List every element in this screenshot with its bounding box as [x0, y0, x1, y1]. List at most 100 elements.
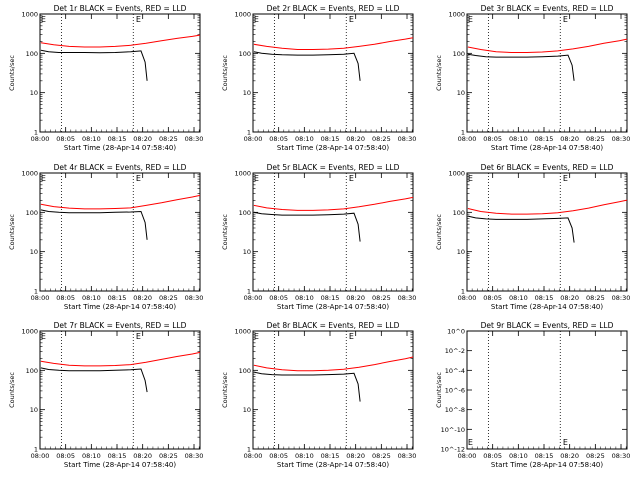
y-axis-label: Counts/sec — [435, 55, 443, 91]
event-marker-label: E — [254, 332, 259, 341]
x-tick-label: 08:10 — [295, 135, 314, 143]
x-tick-label: 08:20 — [133, 294, 152, 302]
y-axis-label: Counts/sec — [8, 55, 16, 91]
x-tick-label: 08:05 — [56, 452, 75, 460]
y-tick-label: 1 — [247, 288, 251, 296]
x-tick-label: 08:10 — [295, 294, 314, 302]
y-tick-label: 100 — [239, 50, 251, 58]
y-axis-label: Counts/sec — [221, 372, 229, 408]
y-tick-label: 10 — [30, 89, 38, 97]
event-marker-label: E — [254, 174, 259, 183]
y-tick-label: 100 — [239, 367, 251, 375]
plot-frame — [252, 13, 414, 133]
y-tick-label: 1000 — [21, 11, 38, 19]
y-tick-label: 100 — [453, 50, 465, 58]
series-line-events — [253, 51, 361, 81]
plot-frame — [252, 330, 414, 450]
y-axis-label: Counts/sec — [221, 214, 229, 250]
x-tick-label: 08:10 — [509, 294, 528, 302]
x-tick-label: 08:10 — [295, 452, 314, 460]
x-tick-label: 08:05 — [269, 294, 288, 302]
x-tick-label: 08:25 — [372, 452, 391, 460]
y-tick-label: 1 — [34, 288, 38, 296]
x-tick-label: 08:25 — [586, 294, 605, 302]
x-tick-label: 08:10 — [82, 294, 101, 302]
event-marker-label: E — [468, 438, 473, 447]
y-tick-label: 10 — [457, 89, 465, 97]
x-tick-label: 08:25 — [372, 294, 391, 302]
series-line-lld — [253, 37, 414, 50]
plot-frame — [39, 13, 201, 133]
y-tick-label: 100 — [26, 50, 38, 58]
x-tick-label: 08:00 — [458, 135, 477, 143]
event-marker-label: E — [136, 332, 141, 341]
series-line-events — [40, 367, 148, 393]
y-tick-label: 1 — [34, 446, 38, 454]
x-tick-label: 08:25 — [372, 135, 391, 143]
x-axis-label: Start Time (28-Apr-14 07:58:40) — [491, 303, 603, 311]
x-tick-label: 08:15 — [321, 135, 340, 143]
panel-det-7: Det 7r BLACK = Events, RED = LLD 1 10 100 10… — [8, 321, 203, 469]
x-tick-label: 08:00 — [244, 135, 263, 143]
x-tick-label: 08:00 — [244, 452, 263, 460]
x-tick-label: 08:15 — [108, 452, 127, 460]
x-tick-label: 08:05 — [56, 294, 75, 302]
event-marker-label: E — [563, 438, 568, 447]
y-tick-label: 10^0 — [447, 328, 465, 336]
panel-det-9: Det 9r BLACK = Events, RED = LLD 10^0 10^-… — [435, 321, 630, 469]
x-axis-label: Start Time (28-Apr-14 07:58:40) — [64, 144, 176, 152]
y-tick-label: 1000 — [448, 11, 465, 19]
x-axis-label: Start Time (28-Apr-14 07:58:40) — [64, 461, 176, 469]
event-marker-label: E — [41, 332, 46, 341]
y-tick-label: 10 — [30, 248, 38, 256]
series-line-events — [467, 53, 575, 81]
x-tick-label: 08:10 — [82, 452, 101, 460]
x-tick-label: 08:25 — [586, 452, 605, 460]
event-marker-label: E — [563, 174, 568, 183]
event-marker-label: E — [468, 15, 473, 24]
panel-det-4: Det 4r BLACK = Events, RED = LLD 1 10 100 10… — [8, 163, 203, 311]
x-tick-label: 08:05 — [483, 294, 502, 302]
event-marker-label: E — [136, 15, 141, 24]
plot-frame — [466, 13, 628, 133]
x-axis-label: Start Time (28-Apr-14 07:58:40) — [277, 303, 389, 311]
panel-title: Det 3r BLACK = Events, RED = LLD — [481, 4, 614, 13]
x-tick-label: 08:15 — [535, 294, 554, 302]
panel-det-2: Det 2r BLACK = Events, RED = LLD 1 10 100 10… — [221, 4, 416, 152]
x-tick-label: 08:00 — [458, 294, 477, 302]
x-tick-label: 08:20 — [346, 294, 365, 302]
x-tick-label: 08:20 — [560, 135, 579, 143]
x-tick-label: 08:00 — [244, 294, 263, 302]
y-axis-label: Counts/sec — [8, 214, 16, 250]
x-tick-label: 08:30 — [612, 294, 631, 302]
x-tick-label: 08:20 — [133, 452, 152, 460]
x-tick-label: 08:30 — [398, 452, 417, 460]
y-tick-label: 1 — [34, 129, 38, 137]
series-line-events — [40, 49, 148, 81]
x-tick-label: 08:25 — [159, 135, 178, 143]
x-tick-label: 08:15 — [108, 135, 127, 143]
y-tick-label: 10 — [30, 406, 38, 414]
y-tick-label: 1 — [247, 446, 251, 454]
y-tick-label: 1 — [461, 288, 465, 296]
x-tick-label: 08:20 — [560, 294, 579, 302]
x-tick-label: 08:00 — [31, 135, 50, 143]
event-marker-label: E — [41, 174, 46, 183]
x-tick-label: 08:20 — [133, 135, 152, 143]
plot-frame — [466, 172, 628, 292]
x-tick-label: 08:20 — [346, 452, 365, 460]
event-marker-label: E — [349, 332, 354, 341]
y-tick-label: 1 — [461, 129, 465, 137]
y-tick-label: 10^-12 — [441, 446, 465, 454]
y-tick-label: 1000 — [234, 328, 251, 336]
series-line-events — [253, 371, 361, 402]
series-line-events — [467, 215, 575, 243]
x-tick-label: 08:25 — [159, 452, 178, 460]
panel-title: Det 4r BLACK = Events, RED = LLD — [54, 163, 187, 172]
x-tick-label: 08:25 — [586, 135, 605, 143]
x-axis-label: Start Time (28-Apr-14 07:58:40) — [277, 461, 389, 469]
x-tick-label: 08:05 — [56, 135, 75, 143]
plot-frame — [39, 330, 201, 450]
y-tick-label: 1000 — [448, 170, 465, 178]
